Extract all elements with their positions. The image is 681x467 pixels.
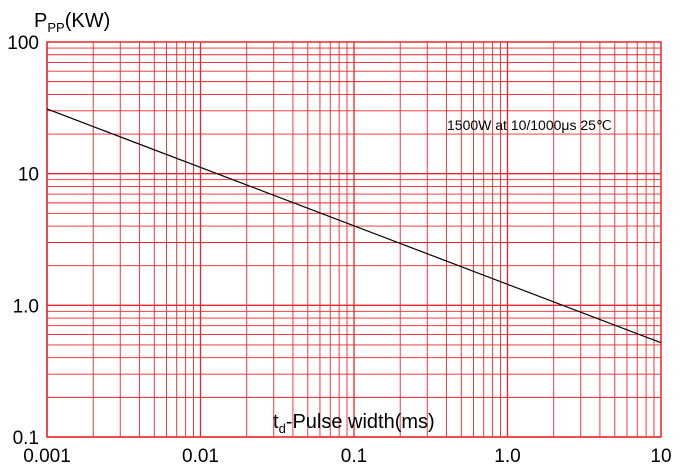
x-axis-label: td-Pulse width(ms) <box>273 411 435 436</box>
curve-annotation: 1500W at 10/1000μs 25℃ <box>447 117 612 133</box>
y-tick-label: 0.1 <box>13 428 39 449</box>
x-tick-label: 1.0 <box>494 446 520 467</box>
y-tick-labels: 0.1 1.0 10 100 <box>7 33 39 449</box>
grid <box>46 42 661 438</box>
y-tick-label: 10 <box>18 165 39 186</box>
x-tick-label: 10 <box>650 446 671 467</box>
x-tick-label: 0.1 <box>341 446 367 467</box>
x-tick-label: 0.01 <box>182 446 219 467</box>
plot-frame <box>46 41 662 438</box>
y-tick-label: 100 <box>7 33 39 54</box>
x-tick-label: 0.001 <box>23 446 71 467</box>
series-group <box>46 108 662 344</box>
x-tick-labels: 0.001 0.01 0.1 1.0 10 <box>23 446 671 467</box>
y-tick-label: 1.0 <box>13 296 39 317</box>
y-axis-label: PPP(KW) <box>34 10 110 35</box>
series-line-1 <box>46 108 662 344</box>
